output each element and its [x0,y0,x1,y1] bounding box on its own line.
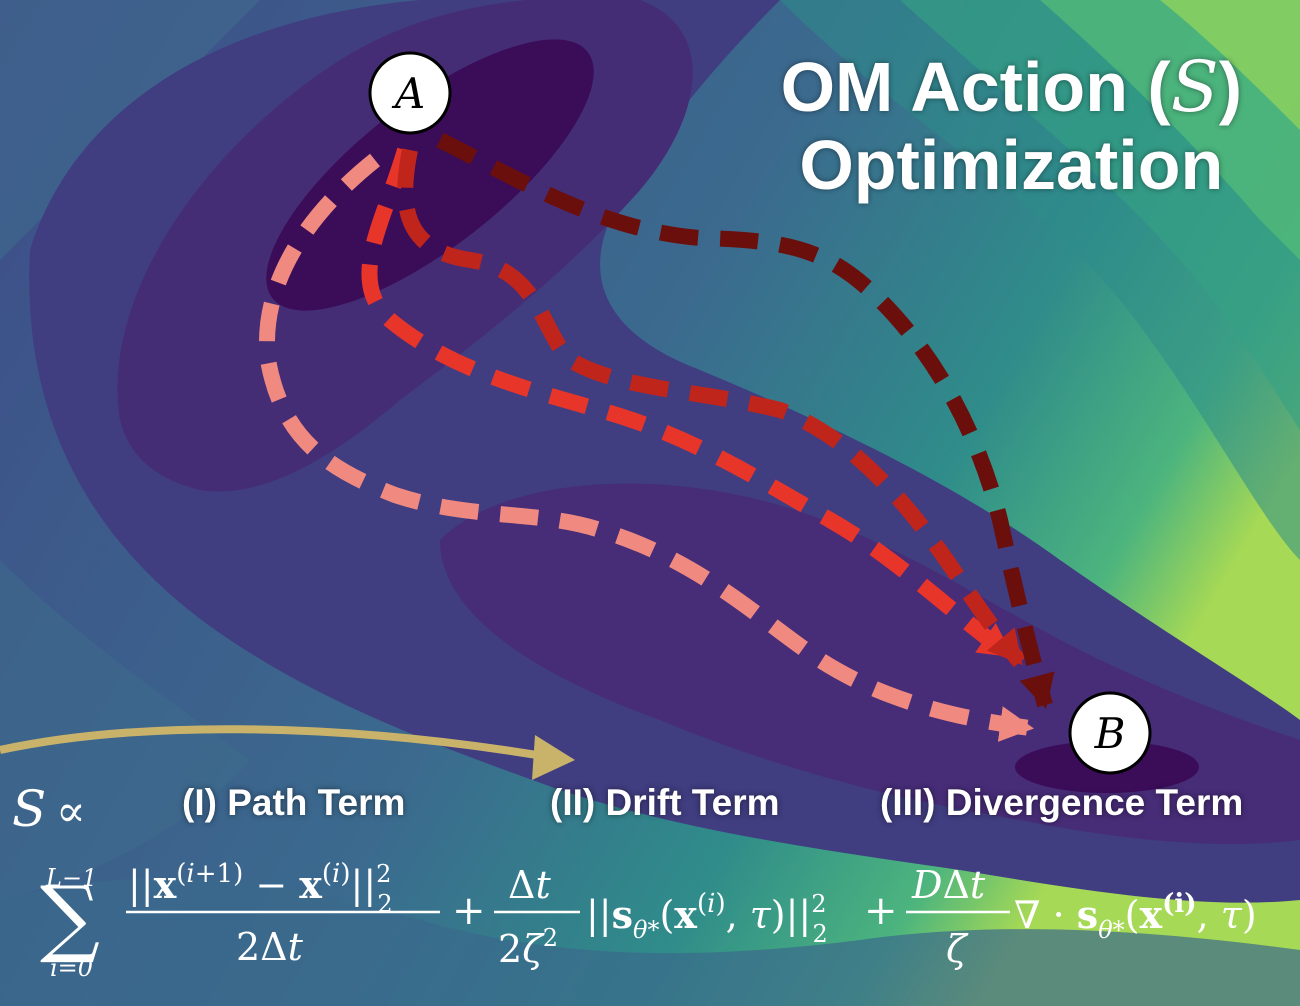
title-symbol: S [1170,46,1219,128]
diagram-title: OM Action (S) Optimization [781,52,1242,200]
sum-upper-limit: L−1 [45,864,97,892]
plus-sign: + [452,888,486,934]
node-a: A [368,51,452,135]
div-denominator: ζ [946,927,969,971]
sum-symbol: ∑ [40,868,100,966]
div-expr: ∇ · sθ*(x(i), τ) [1014,889,1257,944]
drift-term-label: (II) Drift Term [550,782,780,823]
node-b: B [1068,691,1152,775]
title-suffix: ) [1218,48,1242,126]
red-path [361,147,1015,662]
node-a-label: A [391,69,425,118]
sum-lower-limit: i=0 [50,954,93,982]
title-prefix: OM Action ( [780,48,1171,126]
gold-arrow-head [532,735,575,780]
node-b-label: B [1094,709,1126,758]
contour-band [0,878,1300,1006]
equation: S ∝ L−1 ∑ i=0 ||x(i+1) − x(i)||2 2 2Δt + … [12,780,1257,982]
drift-numerator: Δt [508,863,551,907]
equation-lhs: S [12,780,46,838]
crimson-path [397,148,1027,668]
pink-path [259,153,1034,742]
plus-sign: + [864,888,898,934]
contour-band [1160,0,1300,130]
div-numerator: DΔt [911,863,986,907]
divergence-term-label: (III) Divergence Term [880,782,1244,823]
path-term-label: (I) Path Term [182,782,406,823]
minimum-a [266,39,594,311]
proportional-symbol: ∝ [56,786,86,837]
title-line2: Optimization [799,126,1224,204]
path-denominator: 2Δt [236,925,304,969]
gold-arrow [0,725,556,762]
